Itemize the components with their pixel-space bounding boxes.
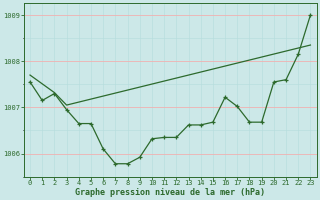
X-axis label: Graphe pression niveau de la mer (hPa): Graphe pression niveau de la mer (hPa) xyxy=(75,188,265,197)
